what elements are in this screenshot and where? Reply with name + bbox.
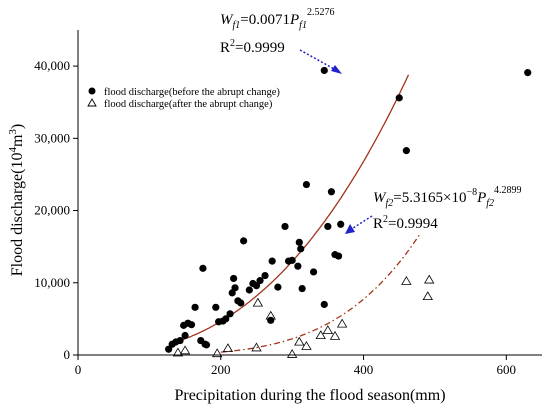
point-after (294, 336, 305, 346)
point-after (251, 342, 262, 352)
point-before (165, 345, 173, 353)
point-after (286, 348, 298, 358)
point-after (265, 310, 276, 320)
point-before (281, 222, 289, 231)
point-before (199, 264, 207, 272)
y-tick-label: 20,000 (34, 203, 70, 218)
legend-marker-before (88, 87, 96, 95)
point-before (252, 282, 261, 290)
point-after (424, 274, 435, 284)
point-before (212, 303, 220, 311)
fit-curve-2 (220, 232, 422, 353)
point-before (294, 262, 302, 270)
y-axis-title-mid: m (9, 134, 26, 147)
y-axis-title-exp2: 3 (7, 129, 19, 135)
point-before (524, 69, 532, 77)
y-axis-title-exp1: 4 (7, 147, 19, 153)
data-points (165, 66, 532, 358)
point-after (422, 291, 433, 301)
x-axis-title: Precipitation during the flood season(mm… (174, 387, 445, 404)
point-before (226, 310, 234, 318)
point-before (302, 180, 311, 189)
point-before (191, 303, 199, 311)
y-tick-label: 0 (64, 347, 71, 362)
point-after (322, 325, 334, 334)
point-before (320, 66, 328, 75)
point-after (172, 347, 184, 357)
y-tick-label: 40,000 (34, 58, 70, 73)
point-before (337, 220, 345, 228)
point-before (230, 274, 238, 283)
x-tick-label: 200 (211, 362, 231, 377)
point-before (309, 268, 318, 276)
point-before (297, 245, 305, 253)
point-after (252, 297, 264, 307)
point-before (295, 238, 303, 246)
point-before (320, 300, 328, 309)
y-axis-title: Flood discharge(104m3) (7, 124, 26, 276)
point-before (202, 341, 211, 349)
y-axis-title-base: Flood discharge(10 (9, 153, 26, 277)
point-after (315, 330, 326, 340)
axis-ticks: 0 200 400 600 0 10,000 20,000 30,000 40,000 (34, 58, 516, 377)
fit-2-equation: Wf2=5.3165×10−8Pf24.2899 (373, 185, 522, 209)
y-axis-title-end: ) (9, 124, 26, 129)
fit-curve-1 (169, 74, 410, 345)
point-after (401, 276, 412, 285)
point-before (256, 277, 264, 285)
point-before (327, 188, 336, 196)
point-before (222, 315, 230, 323)
legend-label-before: flood discharge(before the abrupt change… (104, 87, 280, 98)
x-tick-label: 400 (354, 362, 374, 377)
fit-1-equation: Wf1=0.0071Pf12.5276 (220, 7, 334, 31)
y-tick-label: 30,000 (34, 130, 70, 145)
point-before (176, 336, 184, 345)
legend: flood discharge(before the abrupt change… (87, 87, 280, 110)
x-tick-label: 600 (497, 362, 517, 377)
point-before (245, 286, 253, 294)
point-after (179, 345, 191, 355)
point-before (274, 283, 282, 291)
legend-label-after: flood discharge(after the abrupt change) (104, 99, 273, 110)
point-before (402, 147, 410, 155)
point-after (222, 343, 234, 353)
point-after (329, 330, 341, 340)
legend-marker-after (87, 98, 97, 107)
point-before (231, 284, 239, 292)
point-before (240, 237, 248, 245)
point-before (187, 321, 196, 329)
point-after (336, 318, 348, 328)
point-after (212, 348, 223, 358)
point-before (334, 252, 343, 260)
fit-2-arrow (345, 215, 373, 234)
point-before (288, 256, 296, 264)
point-before (267, 316, 275, 324)
point-before (324, 222, 332, 231)
point-before (237, 299, 245, 307)
point-before (268, 257, 276, 265)
fit-1-arrow (299, 49, 342, 74)
point-before (181, 331, 189, 340)
point-before (298, 284, 306, 293)
point-before (261, 271, 269, 280)
fit-2-r2: R2=0.9994 (373, 214, 438, 232)
point-before (395, 94, 403, 102)
point-after (301, 341, 312, 350)
x-tick-label: 0 (75, 362, 82, 377)
y-tick-label: 10,000 (34, 275, 70, 290)
fit-1-r2: R2=0.9999 (220, 38, 285, 56)
